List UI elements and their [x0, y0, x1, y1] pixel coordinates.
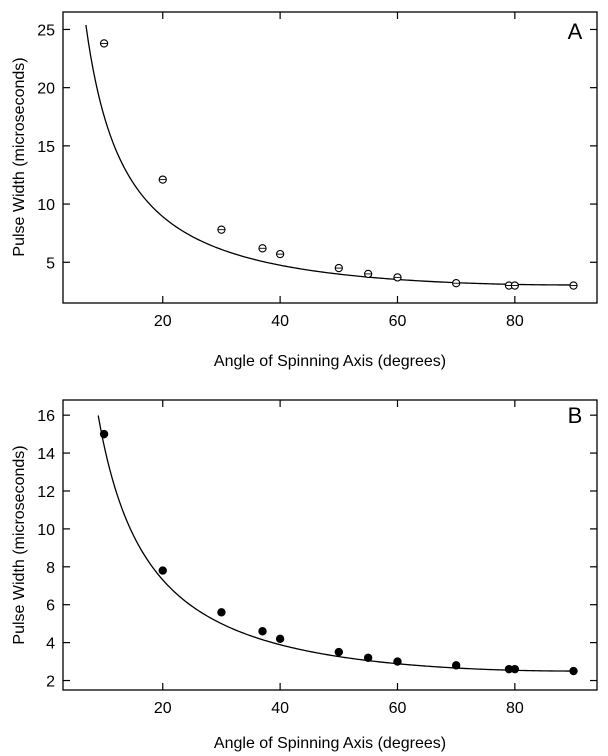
y-tick-label: 20 — [37, 81, 55, 98]
panel-a-x-axis-label: Angle of Spinning Axis (degrees) — [214, 353, 446, 370]
x-tick-label: 20 — [154, 313, 172, 330]
x-tick-label: 80 — [506, 313, 524, 330]
y-tick-label: 14 — [37, 446, 55, 463]
y-tick-label: 2 — [46, 674, 55, 691]
y-tick-label: 5 — [46, 255, 55, 272]
panel-b-data-points — [100, 430, 577, 675]
x-tick-label: 40 — [271, 313, 289, 330]
panel-a-label: A — [568, 19, 583, 44]
x-tick-label: 20 — [154, 700, 172, 717]
panel-a-y-axis-label: Pulse Width (microseconds) — [11, 57, 28, 256]
y-tick-label: 16 — [37, 408, 55, 425]
data-point — [100, 430, 108, 438]
x-tick-label: 60 — [389, 313, 407, 330]
y-tick-label: 8 — [46, 560, 55, 577]
panel-a-fit-curve — [86, 25, 574, 285]
y-tick-label: 15 — [37, 139, 55, 156]
data-point — [335, 648, 343, 656]
chart-panel-b: B 20 40 60 80 2 4 6 8 10 12 14 16 Angle of Spinning… — [11, 400, 597, 752]
data-point — [276, 635, 284, 643]
y-tick-label: 6 — [46, 598, 55, 615]
panel-b-y-axis-label: Pulse Width (microseconds) — [11, 445, 28, 644]
panel-a-data-points — [100, 40, 577, 289]
y-tick-label: 10 — [37, 197, 55, 214]
x-tick-label: 40 — [271, 700, 289, 717]
data-point — [364, 654, 372, 662]
data-point — [511, 665, 519, 673]
data-point — [218, 608, 226, 616]
data-point — [570, 667, 578, 675]
y-tick-label: 12 — [37, 484, 55, 501]
y-tick-label: 10 — [37, 522, 55, 539]
x-tick-label: 80 — [506, 700, 524, 717]
y-tick-label: 4 — [46, 636, 55, 653]
panel-b-label: B — [568, 403, 583, 428]
x-tick-label: 60 — [389, 700, 407, 717]
data-point — [259, 627, 267, 635]
panel-b-x-axis-label: Angle of Spinning Axis (degrees) — [214, 735, 446, 752]
panel-a-frame — [63, 12, 597, 303]
panel-b-fit-curve — [98, 416, 573, 672]
data-point — [394, 658, 402, 666]
data-point — [452, 662, 460, 670]
data-point — [159, 567, 167, 575]
panel-b-frame — [63, 400, 597, 690]
chart-panel-a: A 20 40 60 80 5 10 15 20 25 Angle of Spinning Ax… — [11, 12, 597, 370]
y-tick-label: 25 — [37, 22, 55, 39]
